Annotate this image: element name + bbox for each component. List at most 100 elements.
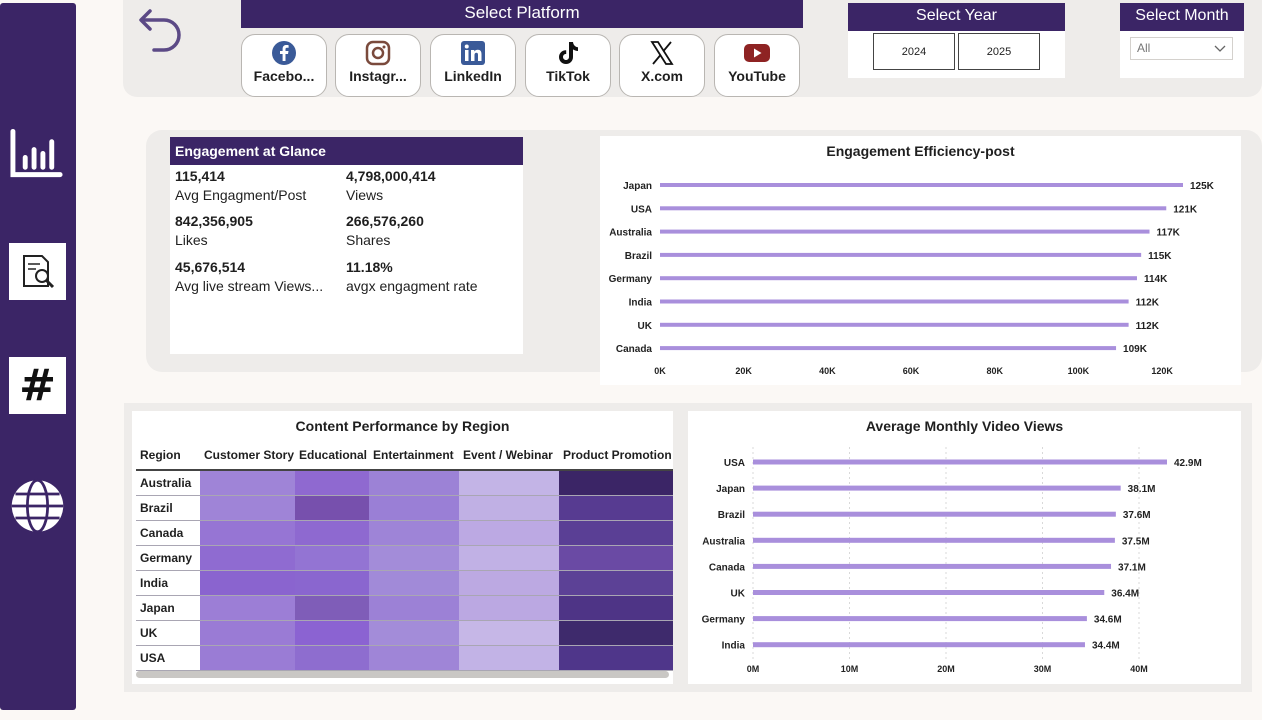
heatmap-row: USA [136, 645, 673, 671]
x-tick-label: 80K [986, 366, 1003, 376]
heatmap-row-label: UK [136, 620, 200, 646]
heatmap-cell [369, 570, 459, 596]
heatmap-cell [369, 520, 459, 546]
horizontal-scrollbar[interactable] [136, 671, 669, 678]
month-dropdown[interactable]: All [1130, 37, 1233, 60]
data-label: 37.1M [1118, 562, 1146, 573]
category-label: Brazil [625, 251, 652, 262]
kpi-label: Shares [346, 232, 391, 248]
category-label: USA [631, 204, 652, 215]
heatmap-cell [200, 620, 295, 646]
heatmap-cell [459, 520, 559, 546]
data-label: 34.4M [1092, 641, 1120, 652]
heatmap-row: India [136, 570, 673, 596]
platform-button-facebook[interactable]: Facebo... [241, 34, 327, 97]
hashtag-icon[interactable]: # [9, 357, 66, 414]
year-option-2025[interactable]: 2025 [958, 33, 1040, 70]
data-label: 36.4M [1111, 589, 1139, 600]
heatmap-row: UK [136, 620, 673, 646]
platform-label: X.com [640, 68, 683, 84]
heatmap-row-label: India [136, 570, 200, 596]
bar [753, 563, 1112, 569]
heatmap-row-label: USA [136, 645, 200, 671]
kpi-value: 45,676,514 [175, 259, 246, 275]
youtube-icon [715, 39, 799, 67]
platform-label: LinkedIn [444, 68, 502, 84]
bar [660, 229, 1150, 234]
platform-button-tiktok[interactable]: TikTok [525, 34, 611, 97]
heatmap-row: Canada [136, 520, 673, 546]
heatmap-cell [559, 545, 673, 571]
heatmap-cell [295, 545, 369, 571]
platform-button-linkedin[interactable]: LinkedIn [430, 34, 516, 97]
tiktok-icon [526, 39, 610, 67]
kpi-engagement-rate: 11.18% avgx engagment rate [346, 259, 516, 294]
kpi-value: 266,576,260 [346, 213, 424, 229]
x-tick-label: 30M [1034, 664, 1052, 674]
heatmap-cell [559, 570, 673, 596]
heatmap-row-label: Brazil [136, 495, 200, 521]
engagement-efficiency-chart: Engagement Efficiency-post Japan 125K USA 1… [600, 136, 1241, 385]
platform-button-youtube[interactable]: YouTube [714, 34, 800, 97]
heatmap-cell [459, 495, 559, 521]
category-label: Japan [623, 181, 652, 192]
kpi-avg-engagement: 115,414 Avg Engagment/Post [175, 168, 345, 203]
data-label: 34.6M [1094, 615, 1122, 626]
heatmap-row-label: Australia [136, 470, 200, 496]
heatmap-cell [295, 595, 369, 621]
hashtag-glyph: # [19, 359, 56, 411]
data-label: 115K [1148, 251, 1172, 262]
sidebar: # [0, 3, 76, 710]
video-views-chart-svg: USA 42.9M Japan 38.1M Brazil 37.6M Australia 37… [702, 447, 1202, 674]
glance-title: Engagement at Glance [170, 137, 523, 165]
heatmap-cell [200, 570, 295, 596]
x-tick-label: 20K [735, 366, 752, 376]
kpi-value: 115,414 [175, 168, 225, 184]
bar-chart-icon[interactable] [9, 125, 66, 182]
chart-title: Engagement Efficiency-post [826, 143, 1015, 159]
platform-button-instagram[interactable]: Instagr... [335, 34, 421, 97]
document-search-icon[interactable] [9, 243, 66, 300]
linkedin-icon [431, 39, 515, 67]
year-option-2024[interactable]: 2024 [873, 33, 955, 70]
month-slicer-title: Select Month [1120, 3, 1244, 31]
kpi-label: Avg Engagment/Post [175, 187, 307, 203]
x-tick-label: 40K [819, 366, 836, 376]
heatmap-row: Germany [136, 545, 673, 571]
data-label: 112K [1136, 321, 1160, 332]
platform-label: TikTok [546, 68, 590, 84]
x-tick-label: 20M [937, 664, 955, 674]
data-label: 42.9M [1174, 458, 1202, 469]
heatmap-header-region: Region [136, 441, 200, 471]
category-label: Germany [609, 274, 653, 285]
heatmap-cell [559, 495, 673, 521]
heatmap-row-label: Canada [136, 520, 200, 546]
content-performance-heatmap: Content Performance by Region Region Cus… [132, 411, 673, 684]
data-label: 125K [1190, 181, 1215, 192]
heatmap-table: Region Customer Story Educational Entert… [136, 441, 673, 671]
heatmap-cell [200, 545, 295, 571]
bar [660, 206, 1167, 211]
undo-arrow-icon[interactable] [136, 6, 182, 56]
heatmap-header: Customer Story [200, 441, 295, 471]
category-label: Canada [616, 344, 653, 355]
heatmap-cell [369, 495, 459, 521]
category-label: Brazil [718, 510, 745, 521]
data-label: 121K [1173, 204, 1198, 215]
month-dropdown-value: All [1137, 41, 1151, 55]
heatmap-cell [459, 545, 559, 571]
platform-button-x[interactable]: X.com [619, 34, 705, 97]
heatmap-row: Brazil [136, 495, 673, 521]
globe-icon[interactable] [9, 477, 66, 534]
heatmap-cell [369, 545, 459, 571]
bar [753, 511, 1116, 517]
heatmap-header: Product Promotion [559, 441, 673, 471]
heatmap-row: Australia [136, 470, 673, 496]
category-label: Australia [702, 536, 745, 547]
heatmap-row: Japan [136, 595, 673, 621]
bar [660, 183, 1183, 187]
bar [660, 299, 1129, 304]
heatmap-cell [369, 595, 459, 621]
heatmap-cell [295, 495, 369, 521]
heatmap-cell [200, 595, 295, 621]
